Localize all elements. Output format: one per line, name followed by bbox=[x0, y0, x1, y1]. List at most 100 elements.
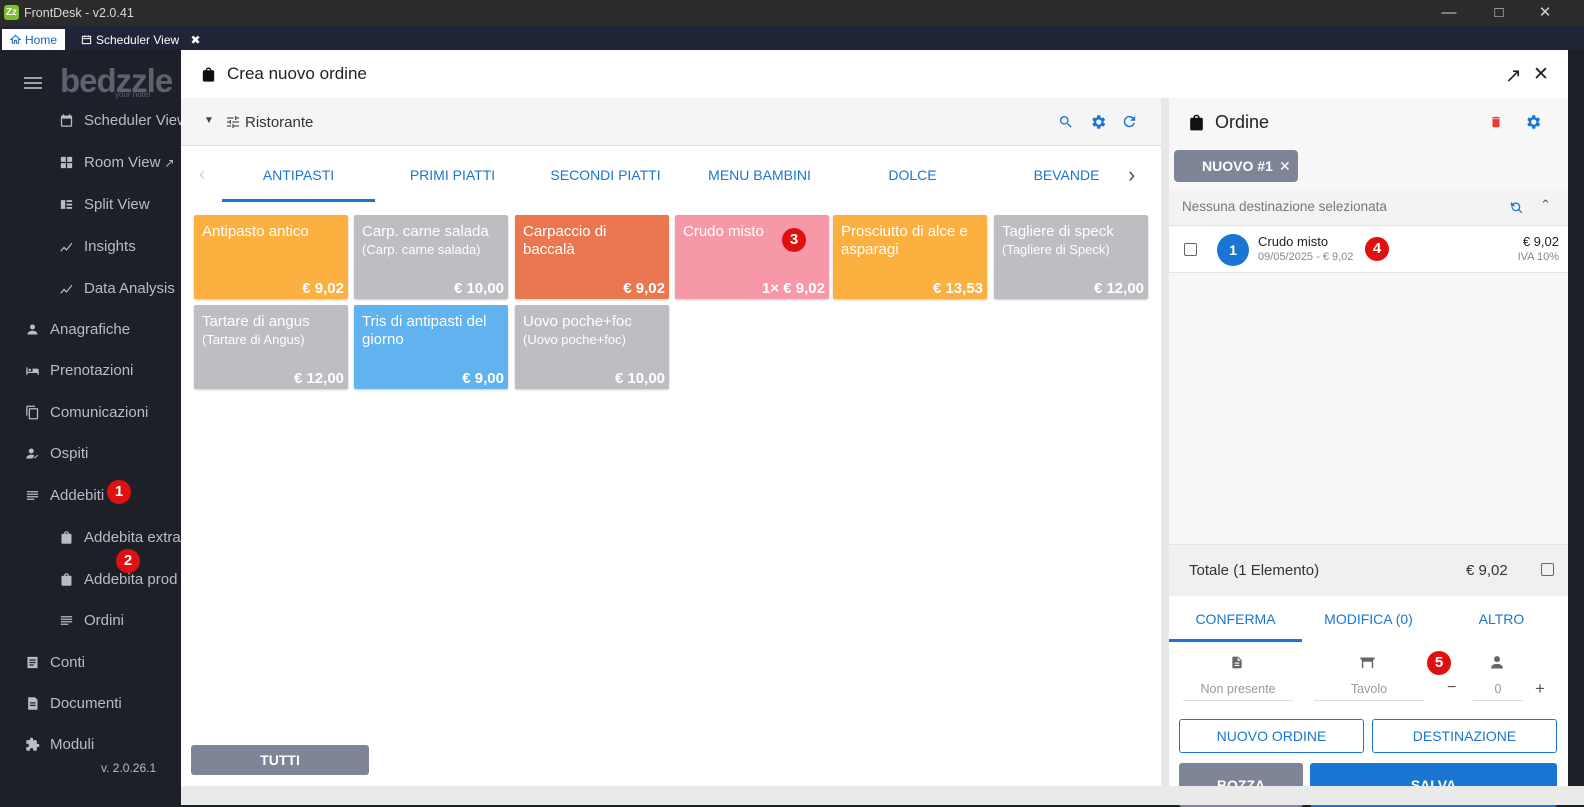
total-value: € 9,02 bbox=[1466, 562, 1508, 579]
chip-close-icon[interactable]: ✕ bbox=[1279, 158, 1291, 174]
sidebar-item-anagrafiche[interactable]: Anagrafiche bbox=[24, 321, 130, 338]
product-price: € 10,00 bbox=[614, 370, 665, 387]
sidebar-item-split-view[interactable]: Split View bbox=[58, 196, 150, 213]
line-item-checkbox[interactable] bbox=[1184, 243, 1197, 256]
product-tile-crudo-misto[interactable]: Crudo misto 1× € 9,02 bbox=[675, 215, 829, 299]
product-tile-prosciutto-alce[interactable]: Prosciutto di alce e asparagi € 13,53 bbox=[833, 215, 987, 299]
tab-antipasti[interactable]: ANTIPASTI bbox=[222, 146, 375, 202]
product-price: € 13,53 bbox=[932, 280, 983, 297]
table-field[interactable]: Tavolo bbox=[1314, 682, 1424, 701]
tab-conferma[interactable]: CONFERMA bbox=[1169, 596, 1302, 642]
product-tile-tris-antipasti[interactable]: Tris di antipasti del giorno € 9,00 bbox=[354, 305, 508, 389]
tab-bevande[interactable]: BEVANDE bbox=[1033, 167, 1100, 183]
tab-altro[interactable]: ALTRO bbox=[1478, 611, 1525, 627]
sidebar-item-addebiti[interactable]: Addebiti bbox=[24, 487, 104, 504]
minimize-icon[interactable]: — bbox=[1441, 4, 1457, 21]
hamburger-menu-icon[interactable] bbox=[24, 76, 42, 94]
all-products-button[interactable]: TUTTI bbox=[191, 745, 369, 775]
product-price: € 10,00 bbox=[453, 280, 504, 297]
sidebar-item-ordini[interactable]: Ordini bbox=[58, 612, 124, 629]
product-name: Crudo misto bbox=[683, 223, 764, 240]
sidebar-item-label: Data Analysis bbox=[84, 280, 175, 297]
increase-covers-button[interactable]: + bbox=[1535, 679, 1545, 698]
sidebar-item-data-analysis[interactable]: Data Analysis bbox=[58, 280, 175, 297]
panel-splitter[interactable] bbox=[1161, 98, 1169, 786]
sidebar-item-prenotazioni[interactable]: Prenotazioni bbox=[24, 362, 133, 379]
gear-icon[interactable] bbox=[1524, 113, 1542, 131]
trash-icon[interactable] bbox=[1489, 114, 1503, 130]
dialog-header: Crea nuovo ordine ↗ ✕ bbox=[181, 50, 1568, 98]
order-chip[interactable]: NUOVO #1 ✕ bbox=[1174, 150, 1298, 182]
product-tile-uovo-poche[interactable]: Uovo poche+foc (Uovo poche+foc) € 10,00 bbox=[515, 305, 669, 389]
status-strip bbox=[181, 786, 1584, 805]
refresh-icon[interactable] bbox=[1121, 113, 1138, 130]
table-icon bbox=[1360, 657, 1375, 669]
covers-stepper[interactable]: 0 bbox=[1473, 682, 1523, 701]
product-tile-antipasto-antico[interactable]: Antipasto antico € 9,02 bbox=[194, 215, 348, 299]
product-subtitle: (Uovo poche+foc) bbox=[523, 332, 626, 347]
tab-primi-piatti[interactable]: PRIMI PIATTI bbox=[409, 167, 496, 183]
product-tile-carpaccio-baccala[interactable]: Carpaccio di baccalà € 9,02 bbox=[515, 215, 669, 299]
sidebar-item-comunicazioni[interactable]: Comunicazioni bbox=[24, 404, 148, 421]
close-tab-icon[interactable]: ✖ bbox=[190, 33, 201, 47]
app-version: v. 2.0.26.1 bbox=[101, 761, 157, 775]
filter-label[interactable]: Ristorante bbox=[245, 114, 314, 131]
tab-dolce[interactable]: DOLCE bbox=[888, 167, 937, 183]
chevron-right-icon[interactable]: › bbox=[1128, 162, 1136, 187]
order-chip-label: NUOVO #1 bbox=[1202, 158, 1273, 174]
sidebar-item-documenti[interactable]: Documenti bbox=[24, 695, 122, 712]
chevron-up-icon[interactable]: ⌃ bbox=[1540, 197, 1551, 212]
sidebar-item-conti[interactable]: Conti bbox=[24, 654, 85, 671]
tab-menu-bambini[interactable]: MENU BAMBINI bbox=[708, 167, 811, 183]
sidebar-item-addebita-extra[interactable]: Addebita extra bbox=[58, 529, 181, 546]
expand-icon[interactable]: ↗ bbox=[1505, 65, 1522, 87]
search-sync-icon[interactable] bbox=[1509, 200, 1524, 215]
annotation-badge-2: 2 bbox=[116, 549, 140, 573]
destination-button[interactable]: DESTINAZIONE bbox=[1372, 719, 1557, 753]
chevron-down-icon[interactable]: ▼ bbox=[204, 115, 214, 126]
product-tile-tagliere-speck[interactable]: Tagliere di speck (Tagliere di Speck) € … bbox=[994, 215, 1148, 299]
product-name: Carp. carne salada bbox=[362, 223, 489, 240]
product-panel: ▼ Ristorante ‹ ANTIPASTI PRIMI PIATTI SE… bbox=[181, 98, 1161, 786]
tab-home[interactable]: Home bbox=[2, 29, 66, 50]
copy-icon bbox=[24, 405, 40, 421]
sidebar-item-addebita-prodotti[interactable]: Addebita prod bbox=[58, 571, 177, 588]
sidebar-item-label: Room View bbox=[84, 154, 161, 171]
chart-line-icon bbox=[58, 281, 74, 297]
brand-tagline: your hotel bbox=[115, 90, 151, 99]
sidebar-item-moduli[interactable]: Moduli bbox=[24, 736, 94, 753]
tab-scheduler-label: Scheduler View bbox=[96, 33, 180, 47]
calendar-icon bbox=[58, 113, 74, 129]
product-price: € 12,00 bbox=[293, 370, 344, 387]
sidebar-item-label: Addebita extra bbox=[84, 529, 181, 546]
grid-icon bbox=[58, 155, 74, 171]
document-field[interactable]: Non presente bbox=[1183, 682, 1293, 701]
search-icon[interactable] bbox=[1058, 114, 1074, 130]
destination-text: Nessuna destinazione selezionata bbox=[1182, 199, 1387, 214]
line-item-meta: 09/05/2025 - € 9,02 bbox=[1258, 251, 1354, 263]
new-order-button[interactable]: NUOVO ORDINE bbox=[1179, 719, 1364, 753]
product-price: € 9,00 bbox=[462, 370, 504, 387]
sidebar-item-label: Anagrafiche bbox=[50, 321, 131, 338]
sidebar-item-insights[interactable]: Insights bbox=[58, 238, 136, 255]
order-panel: Ordine NUOVO #1 ✕ Nessuna destinazione s… bbox=[1169, 98, 1568, 807]
close-window-icon[interactable]: ✕ bbox=[1538, 4, 1552, 21]
sidebar-item-room-view[interactable]: Room View ↗ bbox=[58, 154, 174, 171]
sidebar-item-label: Addebiti bbox=[50, 487, 105, 504]
decrease-covers-button[interactable]: − bbox=[1447, 679, 1457, 696]
tab-secondi-piatti[interactable]: SECONDI PIATTI bbox=[550, 167, 661, 183]
chevron-left-icon[interactable]: ‹ bbox=[199, 164, 205, 184]
product-tile-carp-carne-salada[interactable]: Carp. carne salada (Carp. carne salada) … bbox=[354, 215, 508, 299]
product-price: € 9,02 bbox=[623, 280, 665, 297]
tab-scheduler-view[interactable]: Scheduler View ✖ bbox=[73, 29, 209, 50]
sidebar: bedzzle your hotel Scheduler View Room V… bbox=[0, 50, 181, 805]
tab-modifica[interactable]: MODIFICA (0) bbox=[1324, 611, 1413, 627]
product-tile-tartare-angus[interactable]: Tartare di angus (Tartare di Angus) € 12… bbox=[194, 305, 348, 389]
gear-icon[interactable] bbox=[1089, 113, 1107, 131]
sidebar-item-scheduler-view[interactable]: Scheduler View bbox=[58, 112, 181, 129]
sidebar-item-ospiti[interactable]: Ospiti bbox=[24, 445, 88, 462]
maximize-icon[interactable]: □ bbox=[1494, 4, 1504, 21]
product-name: Uovo poche+foc bbox=[523, 313, 632, 330]
select-all-checkbox[interactable] bbox=[1541, 563, 1554, 576]
close-icon[interactable]: ✕ bbox=[1533, 64, 1549, 85]
